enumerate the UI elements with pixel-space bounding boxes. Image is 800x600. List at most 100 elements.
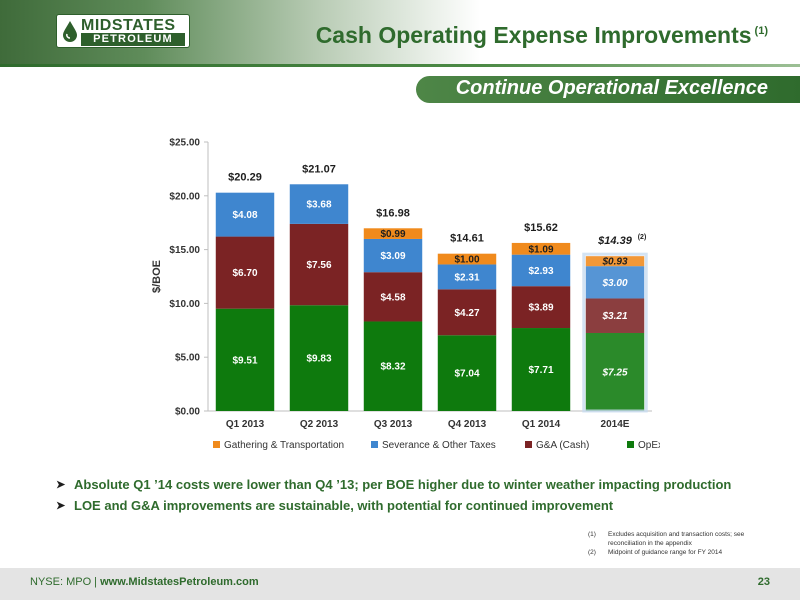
legend-label: Severance & Other Taxes (382, 440, 496, 451)
y-tick-label: $5.00 (175, 353, 200, 364)
bar-segment (511, 242, 571, 255)
title-footnote-marker: (1) (754, 25, 768, 38)
y-tick-label: $25.00 (169, 138, 200, 149)
data-label: $8.32 (380, 362, 405, 373)
total-label: $15.62 (524, 222, 558, 234)
data-label: $1.09 (528, 244, 553, 255)
bar-segment (585, 256, 645, 267)
legend-label: Gathering & Transportation (224, 440, 344, 451)
company-logo: MIDSTATES PETROLEUM (56, 14, 190, 48)
data-label: $2.31 (454, 272, 479, 283)
data-label: $9.83 (306, 354, 331, 365)
estimate-footnote-marker: (2) (638, 234, 647, 241)
data-label: $3.89 (528, 303, 553, 314)
bar-segment (215, 308, 275, 411)
y-tick-label: $20.00 (169, 191, 200, 202)
bar-segment (363, 238, 423, 273)
arrow-bullet-icon: ➤ (56, 500, 66, 512)
total-label: $14.61 (450, 233, 484, 245)
data-label: $3.21 (601, 311, 627, 322)
legend-swatch (371, 441, 378, 448)
footer-info: NYSE: MPO | www.MidstatesPetroleum.com (30, 576, 259, 588)
arrow-bullet-icon: ➤ (56, 479, 66, 491)
bar-segment (363, 228, 423, 239)
header-rule (0, 64, 800, 67)
total-label: $21.07 (302, 163, 336, 175)
total-label: $20.29 (228, 172, 262, 184)
bullet-text: Absolute Q1 ’14 costs were lower than Q4… (74, 477, 732, 492)
bar-segment (289, 305, 349, 411)
data-label: $7.25 (601, 367, 627, 378)
footnote-text: Excludes acquisition and transaction cos… (608, 531, 745, 547)
x-tick-label: 2014E (601, 419, 630, 430)
legend-swatch (213, 441, 220, 448)
section-banner-text: Continue Operational Excellence (455, 77, 768, 99)
data-label: $3.09 (380, 251, 405, 262)
bar-segment (363, 321, 423, 411)
logo-wordmark-top: MIDSTATES (81, 17, 176, 34)
bar-segment (215, 236, 275, 309)
footer (0, 568, 800, 600)
footnote: (2) Midpoint of guidance range for FY 20… (588, 548, 778, 557)
x-tick-label: Q4 2013 (448, 419, 487, 430)
bar-segment (437, 289, 497, 336)
footnote: (1) Excludes acquisition and transaction… (588, 530, 778, 548)
website-link[interactable]: www.MidstatesPetroleum.com (100, 576, 259, 588)
y-tick-label: $0.00 (175, 407, 200, 418)
total-label: $16.98 (376, 207, 410, 219)
x-tick-label: Q1 2013 (226, 419, 265, 430)
bar-segment (363, 272, 423, 322)
bullet-text: LOE and G&A improvements are sustainable… (74, 498, 614, 513)
bar-segment (585, 298, 645, 333)
data-label: $3.68 (306, 200, 331, 211)
data-label: $1.00 (454, 255, 479, 266)
bar-segment (585, 266, 645, 299)
legend-label: G&A (Cash) (536, 440, 589, 451)
bullet-list: ➤ Absolute Q1 ’14 costs were lower than … (56, 474, 796, 516)
data-label: $9.51 (232, 355, 257, 366)
data-label: $7.04 (454, 369, 479, 380)
data-label: $4.27 (454, 308, 479, 319)
logo-wordmark-bottom: PETROLEUM (81, 33, 185, 46)
bar-segment (511, 254, 571, 287)
bullet-item: ➤ LOE and G&A improvements are sustainab… (56, 495, 796, 516)
legend-swatch (525, 441, 532, 448)
bar-segment (437, 335, 497, 411)
data-label: $6.70 (232, 268, 257, 279)
data-label: $7.56 (306, 260, 331, 271)
bar-segment (289, 184, 349, 224)
x-tick-label: Q1 2014 (522, 419, 561, 430)
bar-segment (437, 264, 497, 290)
bullet-item: ➤ Absolute Q1 ’14 costs were lower than … (56, 474, 796, 495)
data-label: $2.93 (528, 266, 553, 277)
bar-segment (215, 192, 275, 237)
page-number: 23 (757, 576, 770, 588)
data-label: $4.08 (232, 210, 257, 221)
x-tick-label: Q3 2013 (374, 419, 413, 430)
bar-segment (289, 223, 349, 306)
bar-segment (585, 332, 645, 411)
oil-drop-icon (63, 21, 77, 42)
y-tick-label: $10.00 (169, 299, 200, 310)
ticker-symbol: NYSE: MPO (30, 576, 92, 588)
total-label: $14.39 (597, 235, 633, 247)
data-label: $0.99 (380, 229, 405, 240)
footnotes: (1) Excludes acquisition and transaction… (588, 530, 778, 557)
page-title-text: Cash Operating Expense Improvements (315, 22, 752, 48)
bar-segment (511, 328, 571, 411)
y-tick-label: $15.00 (169, 245, 200, 256)
section-banner: Continue Operational Excellence (416, 76, 800, 103)
bar-segment (511, 286, 571, 329)
footnote-number: (2) (588, 549, 596, 556)
header: MIDSTATES PETROLEUM Cash Operating Expen… (0, 0, 800, 67)
footer-separator: | (91, 576, 101, 588)
x-tick-label: Q2 2013 (300, 419, 339, 430)
page-title: Cash Operating Expense Improvements (1) (316, 22, 768, 49)
footnote-number: (1) (588, 531, 596, 538)
data-label: $7.71 (528, 365, 553, 376)
estimate-bar-glow (582, 252, 648, 413)
legend-label: OpEx (638, 440, 660, 451)
legend-swatch (627, 441, 634, 448)
opex-stacked-bar-chart: $0.00 $5.00 $10.00 $15.00 $20.00 $25.00 $/BOE $… (151, 138, 660, 452)
data-label: $3.00 (601, 278, 627, 289)
